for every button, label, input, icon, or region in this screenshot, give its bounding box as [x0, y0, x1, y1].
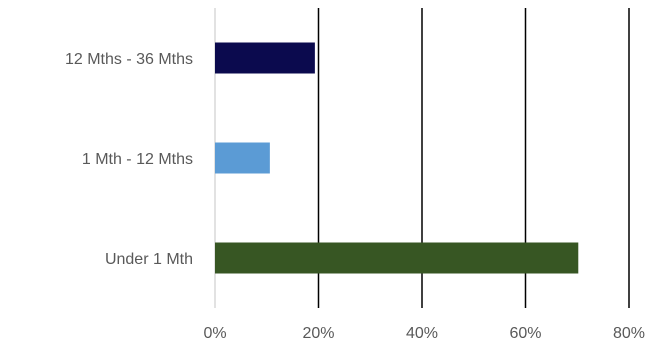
bar	[215, 142, 270, 174]
category-label: 12 Mths - 36 Mths	[65, 51, 193, 68]
bar	[215, 242, 579, 274]
x-tick-label: 80%	[613, 325, 645, 342]
category-label: 1 Mth - 12 Mths	[82, 151, 193, 168]
x-tick-label: 60%	[509, 325, 541, 342]
category-labels: 12 Mths - 36 Mths 1 Mth - 12 Mths Under 1 …	[65, 51, 193, 268]
x-tick-label: 40%	[406, 325, 438, 342]
bars	[215, 42, 579, 274]
category-label: Under 1 Mth	[105, 251, 193, 268]
x-tick-label: 0%	[203, 325, 226, 342]
x-tick-label: 20%	[302, 325, 334, 342]
bar	[215, 42, 315, 74]
x-tick-labels: 0% 20% 40% 60% 80%	[203, 325, 645, 342]
